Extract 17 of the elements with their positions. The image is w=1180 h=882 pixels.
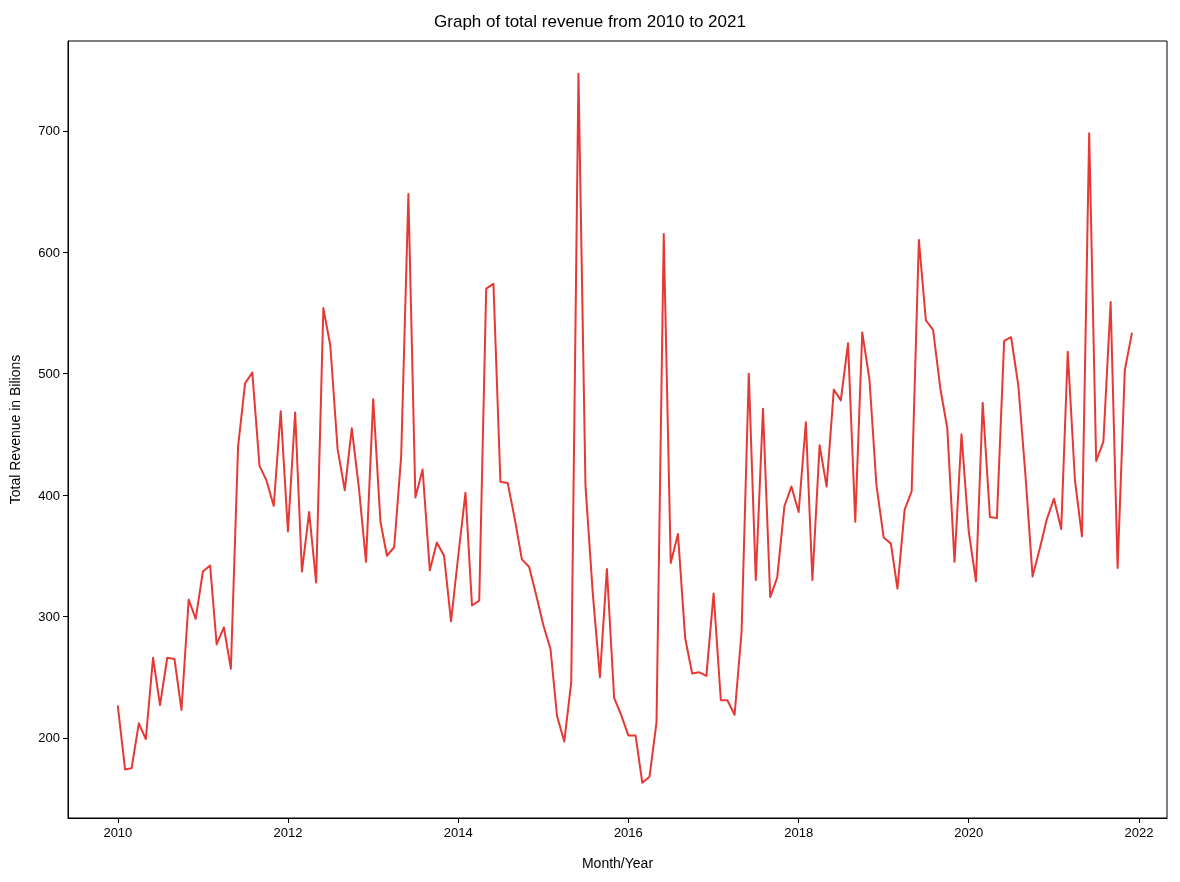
y-tick-label: 600 xyxy=(38,244,60,260)
y-tick-label: 400 xyxy=(38,487,60,503)
x-tick-label: 2020 xyxy=(954,825,984,840)
y-tick-label: 500 xyxy=(38,366,60,382)
line-series xyxy=(116,72,1133,784)
chart-title: Graph of total revenue from 2010 to 2021 xyxy=(434,12,746,31)
y-axis-title: Total Revenue in Bilions xyxy=(7,354,23,505)
y-tick-label: 200 xyxy=(38,730,60,746)
x-tick-label: 2014 xyxy=(443,825,473,840)
y-tick-label: 700 xyxy=(38,123,60,139)
x-tick-label: 2010 xyxy=(103,825,133,840)
x-axis-title: Month/Year xyxy=(581,855,654,871)
x-tick-label: 2022 xyxy=(1124,825,1154,840)
x-tick-label: 2012 xyxy=(273,825,303,840)
x-tick-label: 2018 xyxy=(784,825,814,840)
x-tick-label: 2016 xyxy=(613,825,643,840)
y-tick-label: 300 xyxy=(38,608,60,624)
